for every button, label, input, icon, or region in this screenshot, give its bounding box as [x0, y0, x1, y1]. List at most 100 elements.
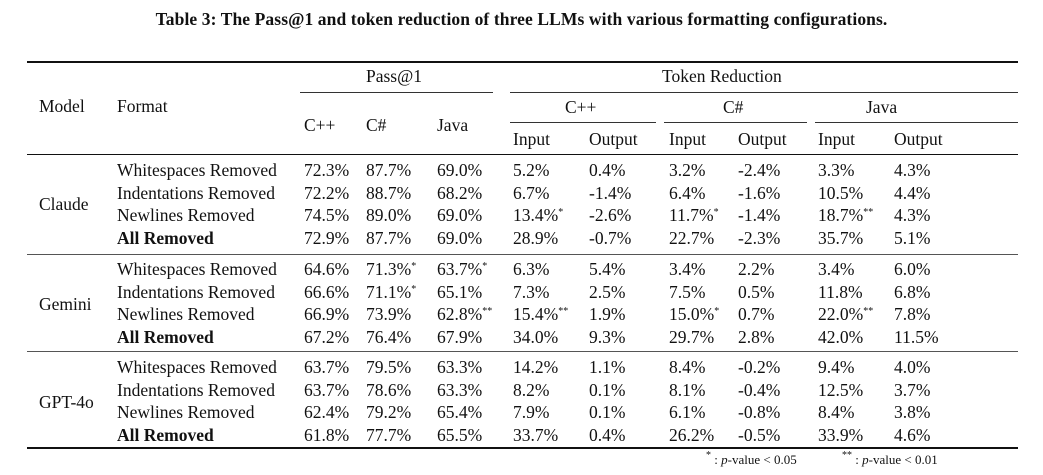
cell-value: 7.5% — [669, 282, 706, 302]
table-cell: -2.6% — [589, 205, 631, 225]
cell-value: 33.7% — [513, 425, 559, 445]
table-cell: 0.4% — [589, 425, 625, 445]
cell-value: 8.1% — [669, 380, 706, 400]
cell-value: 7.8% — [894, 304, 931, 324]
table-cell: 11.8% — [818, 282, 863, 302]
table-cell: 1.9% — [589, 304, 625, 324]
cell-value: 0.4% — [589, 425, 626, 445]
table-cell: 71.1%* — [366, 282, 416, 302]
cell-value: 64.6% — [304, 259, 350, 279]
cell-value: 69.0% — [437, 205, 483, 225]
cell-value: 78.6% — [366, 380, 412, 400]
cell-value: 63.7% — [437, 259, 483, 279]
table-cell: 2.5% — [589, 282, 625, 302]
table-cell: 71.3%* — [366, 259, 416, 279]
table-cell: 79.2% — [366, 402, 411, 422]
cell-value: 1.9% — [589, 304, 626, 324]
cell-value: 8.4% — [818, 402, 855, 422]
cell-value: 0.7% — [738, 304, 775, 324]
table-cell: 18.7%** — [818, 205, 873, 225]
cell-value: 4.0% — [894, 357, 931, 377]
table-cell: 10.5% — [818, 183, 863, 203]
table-cell: 87.7% — [366, 160, 411, 180]
cell-value: -0.4% — [738, 380, 781, 400]
table-cell: 64.6% — [304, 259, 349, 279]
table-cell: 78.6% — [366, 380, 411, 400]
cell-value: 8.2% — [513, 380, 550, 400]
cell-value: 6.8% — [894, 282, 931, 302]
significance-mark: * — [482, 261, 488, 272]
table-cell: 8.4% — [818, 402, 854, 422]
table-cell: 29.7% — [669, 327, 714, 347]
cell-value: 18.7% — [818, 205, 864, 225]
table-cell: 12.5% — [818, 380, 863, 400]
table-cell: 67.2% — [304, 327, 349, 347]
table-cell: -2.3% — [738, 228, 780, 248]
format-name: Newlines Removed — [117, 304, 255, 324]
table-cell: 74.5% — [304, 205, 349, 225]
significance-mark: * — [411, 261, 417, 272]
cell-value: 2.2% — [738, 259, 775, 279]
cell-value: -0.5% — [738, 425, 781, 445]
model-name: Claude — [39, 194, 89, 214]
cell-value: 67.2% — [304, 327, 350, 347]
cell-value: 0.5% — [738, 282, 775, 302]
header-pass1-cs: C# — [366, 115, 387, 135]
footnote-p-label: p — [721, 452, 728, 467]
format-name: Newlines Removed — [117, 402, 255, 422]
cell-value: 12.5% — [818, 380, 864, 400]
cell-value: 34.0% — [513, 327, 559, 347]
table-cell: 65.1% — [437, 282, 482, 302]
cell-value: 79.5% — [366, 357, 412, 377]
cell-value: 71.1% — [366, 282, 412, 302]
header-pass1: Pass@1 — [366, 66, 422, 86]
table-cell: 76.4% — [366, 327, 411, 347]
cell-value: 35.7% — [818, 228, 864, 248]
cell-value: 15.4% — [513, 304, 559, 324]
cell-value: 62.8% — [437, 304, 483, 324]
cell-value: 68.2% — [437, 183, 483, 203]
footnote-p001: ** : p-value < 0.01 — [842, 450, 938, 468]
cell-value: 4.6% — [894, 425, 931, 445]
format-name: Whitespaces Removed — [117, 357, 277, 377]
footnote-p005: * : p-value < 0.05 — [706, 451, 797, 468]
table-cell: 6.8% — [894, 282, 930, 302]
cell-value: 5.1% — [894, 228, 931, 248]
table-cell: 63.7% — [304, 380, 349, 400]
cell-value: 72.3% — [304, 160, 350, 180]
significance-mark: ** — [558, 306, 569, 317]
cell-value: 11.7% — [669, 205, 714, 225]
table-cell: 62.4% — [304, 402, 349, 422]
cell-value: 1.1% — [589, 357, 626, 377]
cell-value: 7.9% — [513, 402, 550, 422]
table-cell: 69.0% — [437, 228, 482, 248]
cell-value: 3.3% — [818, 160, 855, 180]
cell-value: -0.8% — [738, 402, 781, 422]
table-cell: 79.5% — [366, 357, 411, 377]
cell-value: 3.4% — [669, 259, 706, 279]
footnote-mark: ** — [842, 450, 852, 461]
format-name: Indentations Removed — [117, 183, 275, 203]
header-model: Model — [39, 96, 85, 116]
cell-value: -1.6% — [738, 183, 781, 203]
cell-value: 89.0% — [366, 205, 412, 225]
cell-value: 14.2% — [513, 357, 559, 377]
top-rule — [27, 61, 1018, 63]
header-pass1-java: Java — [437, 115, 469, 135]
cell-value: 0.1% — [589, 402, 626, 422]
cell-value: -1.4% — [738, 205, 781, 225]
cell-value: 87.7% — [366, 228, 412, 248]
table-cell: 63.7% — [304, 357, 349, 377]
table-cell: 5.4% — [589, 259, 625, 279]
cell-value: 6.1% — [669, 402, 706, 422]
cs-header-rule — [664, 122, 807, 123]
header-cs-input: Input — [669, 129, 706, 149]
header-cpp-input: Input — [513, 129, 550, 149]
table-cell: 4.6% — [894, 425, 930, 445]
format-name: Indentations Removed — [117, 282, 275, 302]
table-cell: 22.0%** — [818, 304, 873, 324]
table-cell: 2.2% — [738, 259, 774, 279]
table-cell: 3.4% — [669, 259, 705, 279]
table-cell: 72.9% — [304, 228, 349, 248]
cell-value: 0.4% — [589, 160, 626, 180]
